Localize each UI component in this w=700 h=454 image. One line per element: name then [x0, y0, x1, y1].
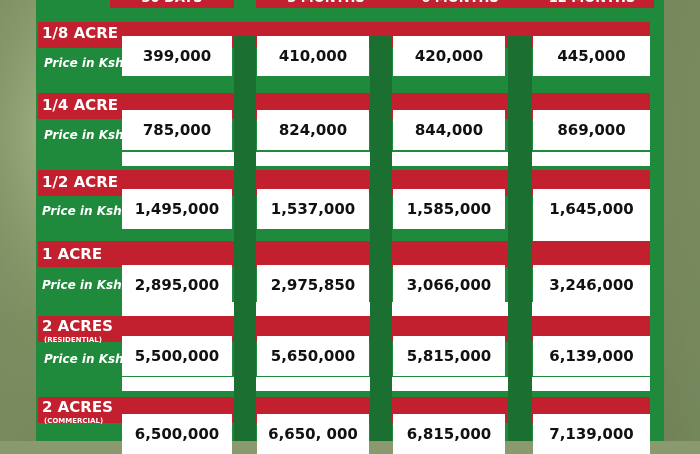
price-cell: 1,495,000 — [122, 189, 232, 229]
price-cell: 2,895,000 — [122, 265, 232, 305]
price-label: Price in Ksh — [44, 128, 124, 142]
price-cell: 5,650,000 — [257, 336, 369, 376]
price-cell: 7,139,000 — [533, 414, 650, 454]
price-label: Price in Ksh — [42, 204, 122, 218]
price-cell: 6,500,000 — [122, 414, 232, 454]
price-cell: 6,650, 000 — [257, 414, 369, 454]
row-band — [38, 241, 650, 267]
price-cell: 399,000 — [122, 36, 232, 76]
white-strip — [533, 228, 650, 242]
row-sub-label: (RESIDENTIAL) — [44, 336, 102, 344]
price-cell: 6,139,000 — [533, 336, 650, 376]
row-label: 2 ACRES — [42, 398, 113, 416]
price-cell: 420,000 — [393, 36, 505, 76]
price-table: 30 DAYS 3 MONTHS 6 MONTHS 12 MONTHS 1/8 … — [36, 0, 664, 454]
price-cell: 844,000 — [393, 110, 505, 150]
row-label: 1/4 ACRE — [42, 96, 118, 114]
price-cell: 3,066,000 — [393, 265, 505, 305]
price-cell: 410,000 — [257, 36, 369, 76]
price-cell: 869,000 — [533, 110, 650, 150]
price-cell: 1,585,000 — [393, 189, 505, 229]
row-label: 1/8 ACRE — [42, 24, 118, 42]
price-label: Price in Ksh — [44, 56, 124, 70]
price-cell: 1,537,000 — [257, 189, 369, 229]
price-cell: 5,500,000 — [122, 336, 232, 376]
column-divider — [370, 36, 392, 441]
column-divider — [234, 36, 256, 441]
price-cell: 5,815,000 — [393, 336, 505, 376]
price-cell: 2,975,850 — [257, 265, 369, 305]
price-cell: 1,645,000 — [533, 189, 650, 229]
row-label: 1 ACRE — [42, 245, 103, 263]
header-3-months: 3 MONTHS — [256, 0, 396, 8]
row-sub-label: (COMMERCIAL) — [44, 417, 104, 425]
price-label: Price in Ksh — [42, 278, 122, 292]
column-divider — [508, 36, 532, 441]
header-6-months: 6 MONTHS — [390, 0, 530, 8]
price-cell: 445,000 — [533, 36, 650, 76]
price-cell: 824,000 — [257, 110, 369, 150]
price-cell: 785,000 — [122, 110, 232, 150]
header-12-months: 12 MONTHS — [530, 0, 654, 8]
header-30-days: 30 DAYS — [110, 0, 234, 8]
row-label: 2 ACRES — [42, 317, 113, 335]
row-label: 1/2 ACRE — [42, 173, 118, 191]
price-cell: 3,246,000 — [533, 265, 650, 305]
price-cell: 6,815,000 — [393, 414, 505, 454]
price-label: Price in Ksh — [44, 352, 124, 366]
